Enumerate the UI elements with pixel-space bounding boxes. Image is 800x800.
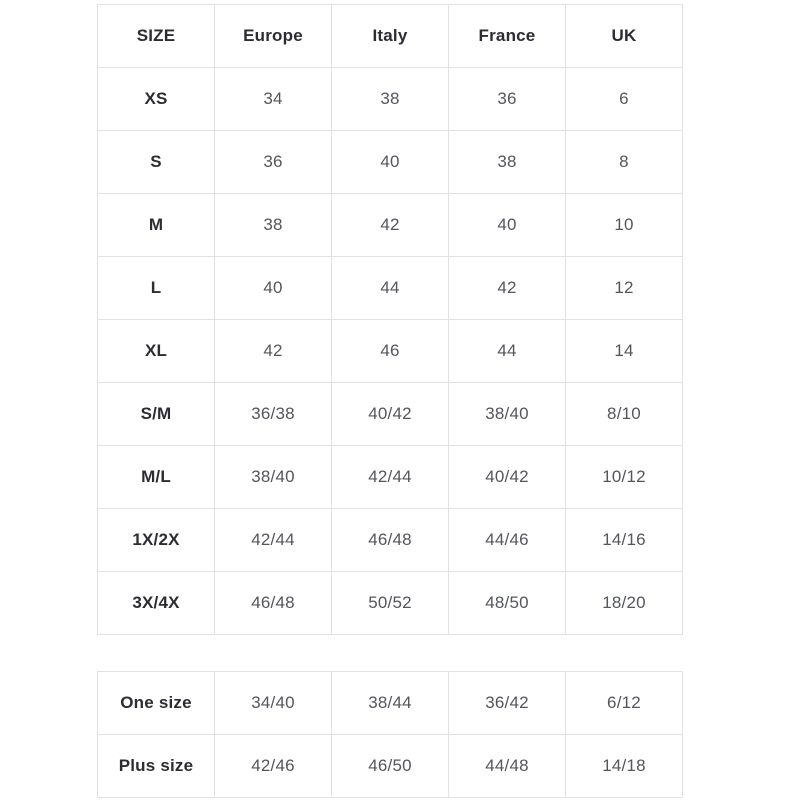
cell-uk: 8 — [565, 130, 683, 194]
cell-italy: 50/52 — [331, 571, 449, 635]
header-size: SIZE — [97, 4, 215, 68]
special-sizes-table: One size 34/40 38/44 36/42 6/12 Plus siz… — [97, 671, 683, 798]
cell-france: 36/42 — [448, 671, 566, 735]
header-france: France — [448, 4, 566, 68]
cell-france: 38 — [448, 130, 566, 194]
size-label: S/M — [97, 382, 215, 446]
cell-uk: 10/12 — [565, 445, 683, 509]
header-uk: UK — [565, 4, 683, 68]
cell-italy: 44 — [331, 256, 449, 320]
cell-italy: 46/48 — [331, 508, 449, 572]
cell-uk: 6/12 — [565, 671, 683, 735]
cell-italy: 38 — [331, 67, 449, 131]
table-row-ml: M/L 38/40 42/44 40/42 10/12 — [97, 445, 683, 509]
size-conversion-table: SIZE Europe Italy France UK XS 34 38 36 … — [97, 4, 683, 635]
special-sizes-body: One size 34/40 38/44 36/42 6/12 Plus siz… — [97, 671, 683, 798]
cell-france: 44 — [448, 319, 566, 383]
size-label: 3X/4X — [97, 571, 215, 635]
cell-france: 38/40 — [448, 382, 566, 446]
size-table-body: XS 34 38 36 6 S 36 40 38 8 M 38 42 40 10 — [97, 67, 683, 635]
cell-italy: 46/50 — [331, 734, 449, 798]
cell-italy: 40 — [331, 130, 449, 194]
size-label: M/L — [97, 445, 215, 509]
cell-uk: 18/20 — [565, 571, 683, 635]
cell-italy: 38/44 — [331, 671, 449, 735]
size-label: S — [97, 130, 215, 194]
cell-france: 42 — [448, 256, 566, 320]
cell-uk: 8/10 — [565, 382, 683, 446]
cell-uk: 10 — [565, 193, 683, 257]
cell-europe: 42/46 — [214, 734, 332, 798]
cell-italy: 40/42 — [331, 382, 449, 446]
cell-uk: 14 — [565, 319, 683, 383]
size-label: XS — [97, 67, 215, 131]
table-row-plus-size: Plus size 42/46 46/50 44/48 14/18 — [97, 734, 683, 798]
header-italy: Italy — [331, 4, 449, 68]
table-row-xl: XL 42 46 44 14 — [97, 319, 683, 383]
cell-europe: 36 — [214, 130, 332, 194]
cell-europe: 40 — [214, 256, 332, 320]
cell-france: 36 — [448, 67, 566, 131]
table-row-s: S 36 40 38 8 — [97, 130, 683, 194]
table-row-xs: XS 34 38 36 6 — [97, 67, 683, 131]
size-label: 1X/2X — [97, 508, 215, 572]
table-row-m: M 38 42 40 10 — [97, 193, 683, 257]
size-label: L — [97, 256, 215, 320]
size-label: Plus size — [97, 734, 215, 798]
table-row-3x4x: 3X/4X 46/48 50/52 48/50 18/20 — [97, 571, 683, 635]
cell-france: 40/42 — [448, 445, 566, 509]
cell-europe: 46/48 — [214, 571, 332, 635]
cell-europe: 34 — [214, 67, 332, 131]
table-row-sm: S/M 36/38 40/42 38/40 8/10 — [97, 382, 683, 446]
header-europe: Europe — [214, 4, 332, 68]
cell-france: 44/46 — [448, 508, 566, 572]
size-label: XL — [97, 319, 215, 383]
cell-europe: 42/44 — [214, 508, 332, 572]
cell-france: 44/48 — [448, 734, 566, 798]
cell-uk: 6 — [565, 67, 683, 131]
cell-europe: 36/38 — [214, 382, 332, 446]
size-table-header: SIZE Europe Italy France UK — [97, 4, 683, 68]
cell-italy: 42 — [331, 193, 449, 257]
size-label: M — [97, 193, 215, 257]
cell-europe: 34/40 — [214, 671, 332, 735]
cell-europe: 38 — [214, 193, 332, 257]
cell-italy: 42/44 — [331, 445, 449, 509]
cell-europe: 38/40 — [214, 445, 332, 509]
table-row-l: L 40 44 42 12 — [97, 256, 683, 320]
cell-uk: 12 — [565, 256, 683, 320]
size-label: One size — [97, 671, 215, 735]
table-gap-spacer — [97, 635, 800, 671]
cell-italy: 46 — [331, 319, 449, 383]
table-row-one-size: One size 34/40 38/44 36/42 6/12 — [97, 671, 683, 735]
cell-france: 40 — [448, 193, 566, 257]
cell-europe: 42 — [214, 319, 332, 383]
table-row-1x2x: 1X/2X 42/44 46/48 44/46 14/16 — [97, 508, 683, 572]
cell-uk: 14/16 — [565, 508, 683, 572]
header-row: SIZE Europe Italy France UK — [97, 4, 683, 68]
cell-uk: 14/18 — [565, 734, 683, 798]
cell-france: 48/50 — [448, 571, 566, 635]
